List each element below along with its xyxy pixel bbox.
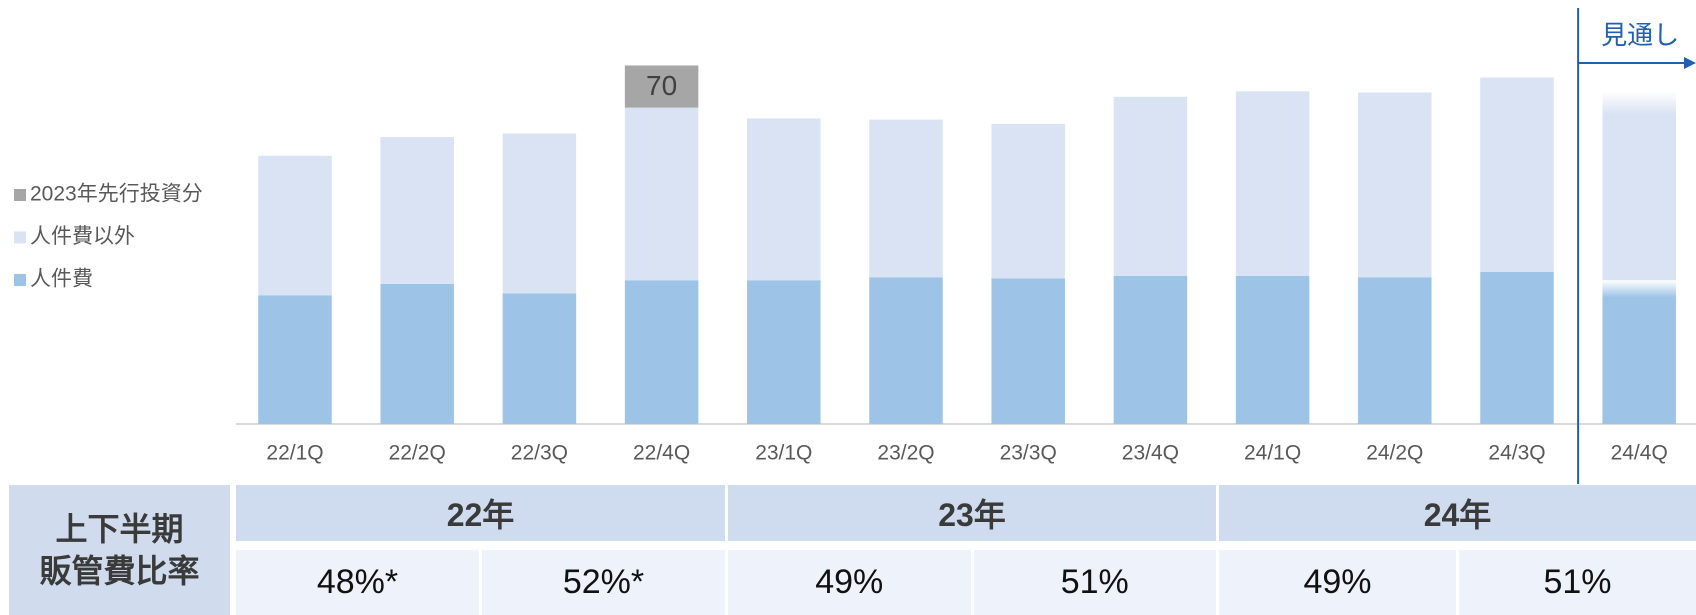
x-tick-label: 23/1Q — [755, 442, 812, 465]
ratio-cell: 51% — [1459, 550, 1696, 615]
legend-label: 2023年先行投資分 — [30, 183, 203, 206]
ratio-cell: 49% — [1219, 550, 1456, 615]
bar-segment — [1113, 276, 1188, 424]
bar-segment — [380, 137, 454, 284]
arrow-head — [1684, 57, 1696, 69]
bar-segment — [1235, 276, 1310, 424]
ratio-cell: 51% — [973, 550, 1216, 615]
bar-segment — [991, 278, 1065, 424]
x-tick-label: 23/3Q — [1000, 442, 1057, 465]
ratio-cell: 52%* — [482, 550, 725, 615]
x-tick-label: 22/3Q — [511, 442, 568, 465]
bar-segment — [624, 107, 699, 281]
x-tick-label: 23/2Q — [877, 442, 934, 465]
x-tick-label: 24/3Q — [1488, 442, 1545, 465]
legend-swatch — [14, 231, 26, 244]
bar-segment — [747, 118, 821, 281]
chart: 22/1Q 22/2Q 22/3Q 70 22/4Q 23/1Q 23/2Q 23/3Q 23/… — [14, 8, 1696, 484]
row-header: 上下半期 販管費比率 — [9, 485, 230, 615]
legend-label: 人件費以外 — [30, 225, 135, 248]
bar-segment — [1358, 92, 1432, 278]
bar-segment — [1480, 77, 1554, 272]
bar-segment — [991, 123, 1065, 279]
x-tick-label: 22/2Q — [389, 442, 446, 465]
x-tick-label: 24/1Q — [1244, 442, 1301, 465]
forecast-label: 見通し — [1601, 20, 1679, 50]
bar-segment — [258, 295, 332, 424]
x-tick-label: 23/4Q — [1122, 442, 1179, 465]
bar-segment — [869, 119, 943, 278]
legend-swatch — [14, 189, 26, 201]
legend-swatch — [14, 274, 26, 286]
bar-segment — [624, 280, 699, 424]
bar-segment — [747, 280, 821, 424]
bar-segment — [1113, 96, 1188, 277]
bar-segment — [502, 293, 577, 424]
bar-segment — [1602, 280, 1676, 424]
year-header: 22年 — [236, 485, 725, 541]
ratio-cell: 48%* — [236, 550, 479, 615]
bar-segment — [1480, 271, 1554, 424]
legend-label: 人件費 — [30, 268, 93, 291]
bar-segment — [624, 65, 699, 108]
ratio-cell: 49% — [728, 550, 971, 615]
bar-segment — [1235, 91, 1310, 277]
row-header-line: 販管費比率 — [39, 553, 200, 589]
bar-segment — [1358, 277, 1432, 424]
value-label: 70 — [646, 70, 677, 101]
year-header: 23年 — [728, 485, 1216, 541]
bar-segment — [258, 155, 332, 296]
bar-segment — [869, 277, 943, 424]
x-tick-label: 22/4Q — [633, 442, 690, 465]
x-tick-label: 24/2Q — [1366, 442, 1423, 465]
row-header-line: 上下半期 — [55, 511, 184, 547]
bar-segment — [380, 283, 454, 424]
year-header: 24年 — [1219, 485, 1696, 541]
bar-segment — [1602, 91, 1676, 281]
x-tick-label: 22/1Q — [266, 442, 323, 465]
x-tick-label: 24/4Q — [1611, 442, 1668, 465]
bar-segment — [502, 133, 577, 294]
